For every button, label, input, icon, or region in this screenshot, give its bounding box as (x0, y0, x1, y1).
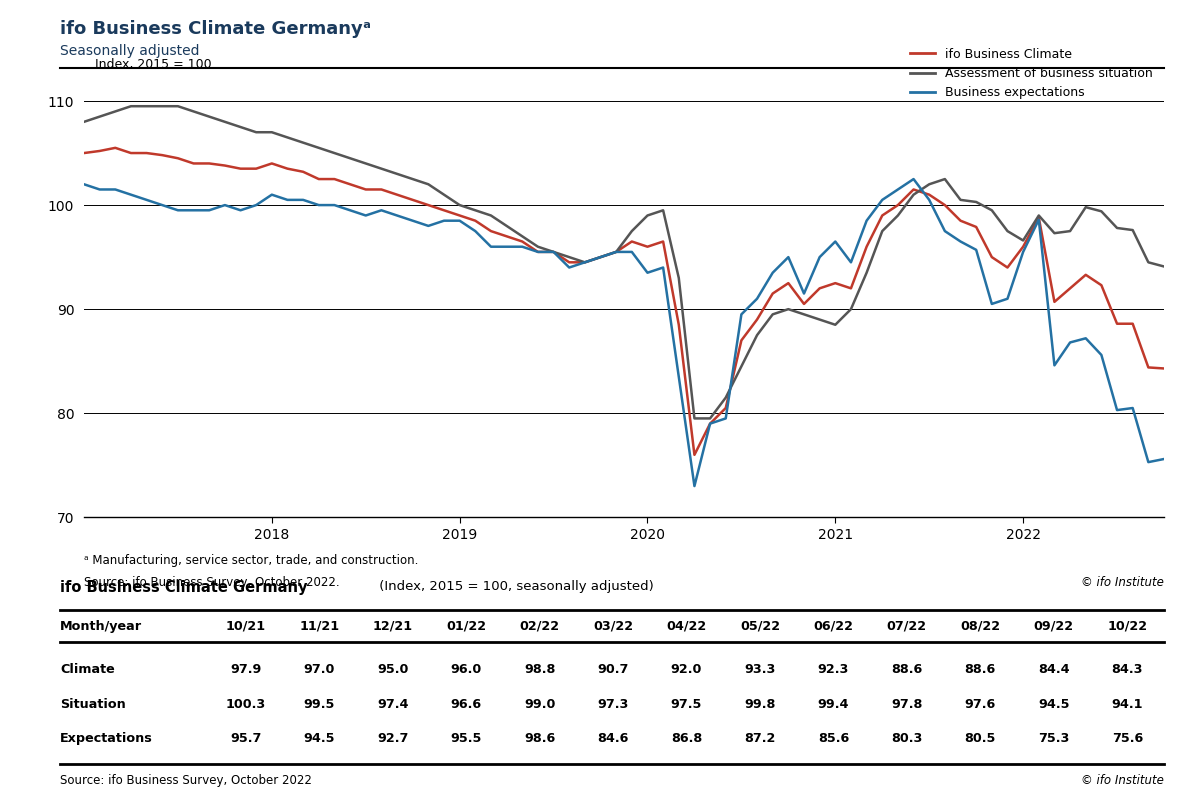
Text: 09/22: 09/22 (1033, 620, 1074, 633)
Text: Climate: Climate (60, 663, 115, 676)
Text: 94.5: 94.5 (1038, 698, 1069, 711)
Text: 84.4: 84.4 (1038, 663, 1069, 676)
Text: ifo Business Climate Germanyᵃ: ifo Business Climate Germanyᵃ (60, 20, 371, 38)
Text: Source: ifo Business Survey, October 2022.: Source: ifo Business Survey, October 202… (84, 577, 340, 589)
Text: Source: ifo Business Survey, October 2022: Source: ifo Business Survey, October 202… (60, 775, 312, 788)
Text: 99.8: 99.8 (744, 698, 775, 711)
Text: 99.4: 99.4 (817, 698, 850, 711)
Text: 97.0: 97.0 (304, 663, 335, 676)
Text: 75.6: 75.6 (1111, 732, 1142, 745)
Text: 84.3: 84.3 (1111, 663, 1144, 676)
Text: Index, 2015 = 100: Index, 2015 = 100 (95, 59, 211, 71)
Text: 80.3: 80.3 (892, 732, 923, 745)
Text: 88.6: 88.6 (965, 663, 996, 676)
Text: 04/22: 04/22 (666, 620, 707, 633)
Text: 97.3: 97.3 (598, 698, 629, 711)
Text: 97.8: 97.8 (892, 698, 923, 711)
Text: 86.8: 86.8 (671, 732, 702, 745)
Text: 12/21: 12/21 (373, 620, 413, 633)
Text: 92.3: 92.3 (817, 663, 850, 676)
Text: 95.0: 95.0 (377, 663, 408, 676)
Text: 85.6: 85.6 (818, 732, 850, 745)
Text: ifo Business Climate Germany: ifo Business Climate Germany (60, 580, 307, 594)
Text: 84.6: 84.6 (598, 732, 629, 745)
Text: 87.2: 87.2 (744, 732, 775, 745)
Text: 99.0: 99.0 (524, 698, 556, 711)
Text: © ifo Institute: © ifo Institute (1081, 775, 1164, 788)
Text: © ifo Institute: © ifo Institute (1081, 577, 1164, 589)
Text: 97.5: 97.5 (671, 698, 702, 711)
Text: 03/22: 03/22 (593, 620, 634, 633)
Text: 95.7: 95.7 (230, 732, 262, 745)
Text: 100.3: 100.3 (226, 698, 266, 711)
Text: 90.7: 90.7 (598, 663, 629, 676)
Text: 94.5: 94.5 (304, 732, 335, 745)
Text: 97.4: 97.4 (377, 698, 408, 711)
Text: 07/22: 07/22 (887, 620, 926, 633)
Text: 92.7: 92.7 (377, 732, 408, 745)
Text: Seasonally adjusted: Seasonally adjusted (60, 44, 199, 58)
Text: 05/22: 05/22 (740, 620, 780, 633)
Text: 92.0: 92.0 (671, 663, 702, 676)
Text: (Index, 2015 = 100, seasonally adjusted): (Index, 2015 = 100, seasonally adjusted) (374, 580, 653, 593)
Text: 97.9: 97.9 (230, 663, 262, 676)
Text: 98.8: 98.8 (524, 663, 556, 676)
Legend: ifo Business Climate, Assessment of business situation, Business expectations: ifo Business Climate, Assessment of busi… (905, 43, 1158, 104)
Text: 10/21: 10/21 (226, 620, 266, 633)
Text: 98.6: 98.6 (524, 732, 556, 745)
Text: 88.6: 88.6 (892, 663, 923, 676)
Text: 99.5: 99.5 (304, 698, 335, 711)
Text: ᵃ Manufacturing, service sector, trade, and construction.: ᵃ Manufacturing, service sector, trade, … (84, 554, 419, 568)
Text: 10/22: 10/22 (1108, 620, 1147, 633)
Text: 06/22: 06/22 (814, 620, 853, 633)
Text: 97.6: 97.6 (965, 698, 996, 711)
Text: Month/year: Month/year (60, 620, 142, 633)
Text: 11/21: 11/21 (299, 620, 340, 633)
Text: 93.3: 93.3 (744, 663, 775, 676)
Text: 08/22: 08/22 (960, 620, 1001, 633)
Text: 95.5: 95.5 (450, 732, 482, 745)
Text: 02/22: 02/22 (520, 620, 559, 633)
Text: 94.1: 94.1 (1111, 698, 1144, 711)
Text: Expectations: Expectations (60, 732, 152, 745)
Text: Situation: Situation (60, 698, 126, 711)
Text: 80.5: 80.5 (965, 732, 996, 745)
Text: 96.6: 96.6 (450, 698, 481, 711)
Text: 75.3: 75.3 (1038, 732, 1069, 745)
Text: 96.0: 96.0 (450, 663, 481, 676)
Text: 01/22: 01/22 (446, 620, 486, 633)
